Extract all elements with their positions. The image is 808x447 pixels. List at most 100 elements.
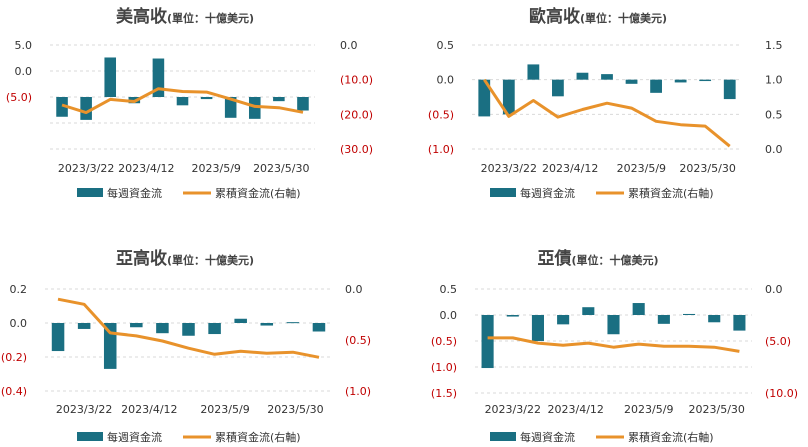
left-axis-tick: 0.5 <box>437 39 455 52</box>
right-axis-tick: (10.0) <box>340 74 373 87</box>
flow-bar <box>733 315 746 331</box>
right-axis-tick: 1.5 <box>765 39 783 52</box>
chart-unit-label: (單位：十億美元) <box>580 11 667 25</box>
right-axis-tick: 1.0 <box>765 74 783 87</box>
flow-bar <box>531 315 544 341</box>
flow-bar <box>297 97 309 111</box>
left-axis-tick: 0.0 <box>10 317 28 330</box>
left-axis-tick: (1.0) <box>431 361 457 374</box>
chart-title-text: 歐高收 <box>529 6 580 27</box>
flow-bar <box>657 315 670 324</box>
x-axis-tick: 2023/4/12 <box>542 162 598 175</box>
flow-bar <box>506 315 519 317</box>
flow-bar <box>182 323 195 336</box>
right-axis-tick: (1.0) <box>345 385 371 398</box>
right-axis-tick: 0.0 <box>340 39 358 52</box>
legend-bar-swatch <box>77 432 103 441</box>
flow-bar <box>478 79 491 117</box>
cumulative-flow-line <box>483 78 731 148</box>
legend-bar-label: 每週資金流 <box>107 186 162 200</box>
right-axis-tick: (10.0) <box>765 387 798 400</box>
right-axis-tick: (20.0) <box>340 108 373 121</box>
x-axis-tick: 2023/5/30 <box>267 403 323 416</box>
flow-bar <box>200 97 213 100</box>
flow-bar <box>176 97 189 106</box>
flow-bar <box>51 323 65 352</box>
left-axis-tick: 5.0 <box>15 39 33 52</box>
legend-bar-label: 每週資金流 <box>520 430 575 444</box>
chart-title: 歐高收(單位：十億美元) <box>529 6 667 27</box>
chart-unit-label: (單位：十億美元) <box>167 253 254 267</box>
flow-bar <box>582 307 595 315</box>
legend-line-label: 累積資金流(右軸) <box>628 430 714 444</box>
chart-title: 亞債(單位：十億美元) <box>537 248 658 269</box>
left-axis-tick: (1.0) <box>428 143 454 156</box>
chart-unit-label: (單位：十億美元) <box>571 253 658 267</box>
left-axis-tick: (0.2) <box>1 351 27 364</box>
x-axis-tick: 2023/4/12 <box>118 162 174 175</box>
chart-legend: 每週資金流 累積資金流(右軸) <box>490 186 714 200</box>
chart-legend: 每週資金流 累積資金流(右軸) <box>77 430 301 444</box>
flow-bar <box>650 79 662 93</box>
flow-bar <box>552 79 564 97</box>
flow-bar <box>674 79 687 83</box>
left-axis-tick: (1.5) <box>431 387 457 400</box>
flow-bar <box>224 97 237 118</box>
left-axis-tick: (0.5) <box>431 335 457 348</box>
legend-line-label: 累積資金流(右軸) <box>628 186 714 200</box>
right-axis-tick: 0.0 <box>345 283 363 296</box>
chart-title-text: 美高收 <box>116 6 167 27</box>
left-axis-tick: 0.5 <box>440 283 458 296</box>
flow-bar <box>481 315 494 369</box>
flow-bar <box>208 323 221 335</box>
chart-panel-4: 亞債(單位：十億美元) 0.5 0.0 (0.5) (1.0) (1.5) 0.0 (5.0)… <box>431 248 798 444</box>
cumulative-flow-line <box>57 297 320 359</box>
left-axis-tick: 0.2 <box>10 283 28 296</box>
flow-bar <box>576 72 589 80</box>
x-axis-tick: 2023/3/22 <box>481 162 537 175</box>
flow-bar <box>104 57 117 97</box>
legend-bar-swatch <box>490 432 516 441</box>
right-axis-tick: 0.0 <box>765 283 783 296</box>
right-axis-tick: 0.0 <box>765 143 783 156</box>
flow-bar <box>286 322 300 324</box>
flow-bar <box>502 79 515 115</box>
left-axis-tick: 0.0 <box>15 65 33 78</box>
x-axis-tick: 2023/5/9 <box>624 403 673 416</box>
right-axis-tick: (0.5) <box>345 334 371 347</box>
flow-bar <box>77 323 91 329</box>
flow-bar <box>601 74 613 80</box>
x-axis-tick: 2023/5/30 <box>253 162 309 175</box>
chart-title-text: 亞高收 <box>116 248 167 269</box>
flow-bar <box>260 323 274 326</box>
flow-bar <box>312 323 326 332</box>
legend-line-label: 累積資金流(右軸) <box>215 430 301 444</box>
chart-unit-label: (單位：十億美元) <box>167 11 254 25</box>
chart-panel-3: 亞高收(單位：十億美元) 0.2 0.0 (0.2) (0.4) 0.0 (0.5) (1.0… <box>1 248 371 444</box>
x-axis-tick: 2023/5/30 <box>679 162 735 175</box>
flow-bar <box>708 315 721 323</box>
x-axis-tick: 2023/4/12 <box>121 403 177 416</box>
flow-bar <box>234 318 247 323</box>
flow-bar <box>723 79 736 100</box>
right-axis-tick: (5.0) <box>765 335 791 348</box>
flow-bar <box>152 58 165 97</box>
x-axis-tick: 2023/5/9 <box>200 403 249 416</box>
left-axis-tick: 0.0 <box>437 74 455 87</box>
flow-bar <box>683 313 696 315</box>
right-axis-tick: (30.0) <box>340 143 373 156</box>
legend-bar-label: 每週資金流 <box>107 430 162 444</box>
flow-bar <box>273 97 285 102</box>
flow-bar <box>527 64 540 80</box>
cumulative-flow-line <box>487 336 740 353</box>
x-axis-tick: 2023/3/22 <box>58 162 114 175</box>
chart-title: 亞高收(單位：十億美元) <box>116 248 254 269</box>
left-axis-tick: (0.5) <box>428 108 454 121</box>
left-axis-tick: (0.4) <box>1 385 27 398</box>
chart-panel-1: 美高收(單位：十億美元) 5.0 0.0 (5.0) 0.0 (10.0) (20.0) (3… <box>6 6 373 200</box>
x-axis-tick: 2023/5/9 <box>617 162 666 175</box>
flow-bar <box>607 315 620 335</box>
legend-bar-label: 每週資金流 <box>520 186 575 200</box>
